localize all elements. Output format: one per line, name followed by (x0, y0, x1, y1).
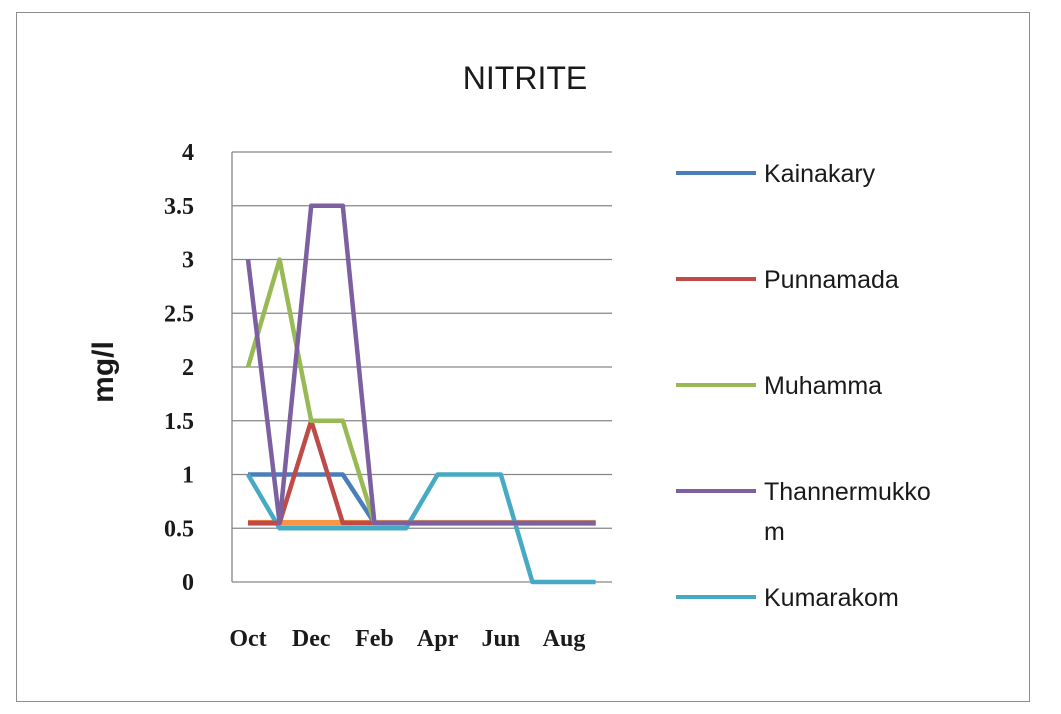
x-tick-label: Oct (229, 626, 266, 652)
legend-label: Punnamada (764, 266, 899, 294)
y-tick-label: 0 (182, 570, 194, 596)
chart-title: NITRITE (463, 60, 587, 96)
y-tick-label: 2 (182, 355, 194, 381)
series-lines (245, 203, 596, 585)
legend-label: Kumarakom (764, 584, 899, 612)
y-tick-label: 3 (182, 248, 194, 274)
x-tick-label: Apr (417, 626, 459, 652)
y-tick-label: 1 (182, 463, 194, 489)
series-line-thannermukkom (245, 203, 596, 526)
series-line-kumarakom (246, 472, 596, 585)
x-tick-label: Jun (481, 626, 520, 652)
x-tick-label: Aug (543, 626, 586, 652)
legend-label: Thannermukko (764, 478, 931, 506)
series-line-punnamada (248, 418, 596, 526)
gridlines (231, 151, 612, 583)
x-tick-label: Feb (355, 626, 394, 652)
legend-label: Kainakary (764, 160, 876, 188)
x-tick-label: Dec (292, 626, 331, 652)
legend-label: m (764, 518, 785, 546)
y-axis-label: mg/l (87, 341, 120, 403)
chart-frame (16, 12, 1030, 702)
y-tick-labels: 0 0.5 1 1.5 2 2.5 3 3.5 4 (164, 140, 194, 596)
y-tick-label: 1.5 (164, 409, 194, 435)
legend: Kainakary Punnamada Muhamma Thannermukko m Ku… (676, 160, 931, 612)
y-tick-label: 3.5 (164, 194, 194, 220)
x-tick-labels: Oct Dec Feb Apr Jun Aug (229, 626, 585, 652)
y-tick-label: 4 (182, 140, 194, 166)
y-tick-label: 0.5 (164, 516, 194, 542)
y-tick-label: 2.5 (164, 301, 194, 327)
legend-label: Muhamma (764, 372, 882, 400)
